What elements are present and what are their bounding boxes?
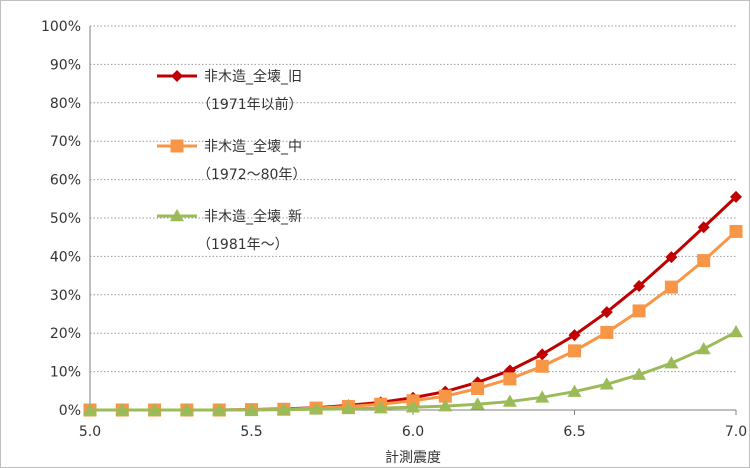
y-tick-label: 20% (50, 326, 81, 342)
y-tick-label: 70% (50, 134, 81, 150)
data-point (536, 348, 549, 361)
data-point (276, 402, 291, 415)
y-tick-label: 100% (41, 19, 81, 35)
x-tick-labels: 5.0 5.5 6.0 6.5 7.0 (79, 424, 747, 440)
y-tick-label: 60% (50, 173, 81, 189)
y-tick-label: 80% (50, 96, 81, 112)
x-tick-label: 5.0 (79, 424, 101, 440)
data-point (697, 254, 711, 268)
series-group (83, 190, 743, 417)
data-point (729, 224, 743, 238)
legend-item-2: 非木造_全壊_中 （1972～80年） (157, 138, 306, 183)
data-point (502, 394, 517, 407)
data-point (633, 279, 646, 292)
data-point (664, 356, 679, 369)
y-tick-label: 10% (50, 365, 81, 381)
data-point (147, 403, 162, 416)
legend-label-sub: （1981年～） (197, 237, 289, 253)
y-tick-label: 30% (50, 288, 81, 304)
y-tick-labels: 0% 10% 20% 30% 40% 50% 60% 70% 80% 90% 100% (41, 19, 81, 419)
x-tick-label: 5.5 (240, 424, 262, 440)
legend-item-3: 非木造_全壊_新 （1981年～） (157, 208, 302, 253)
axes (89, 26, 737, 415)
legend-marker (171, 70, 183, 82)
data-point (115, 403, 130, 416)
data-point (567, 384, 582, 397)
legend-label-sub: （1971年以前） (197, 96, 303, 113)
x-tick-label: 6.5 (563, 424, 585, 440)
data-point (309, 402, 324, 415)
legend-item-1: 非木造_全壊_旧 （1971年以前） (157, 68, 303, 113)
data-point (730, 190, 742, 203)
data-point (438, 399, 453, 412)
data-point (599, 377, 614, 390)
y-tick-label: 50% (50, 211, 81, 227)
data-point (212, 403, 227, 416)
legend-marker (170, 139, 184, 153)
series-2 (83, 224, 743, 417)
data-point (83, 403, 97, 416)
y-tick-label: 90% (50, 57, 81, 73)
series-1 (84, 190, 742, 416)
data-point (244, 403, 259, 416)
data-point (632, 367, 647, 380)
data-point (696, 341, 711, 355)
data-point (632, 304, 646, 318)
data-point (568, 344, 581, 358)
x-tick-label: 6.0 (402, 424, 424, 440)
legend-label: 非木造_全壊_旧 (204, 68, 302, 85)
data-point (179, 403, 194, 416)
data-point (503, 372, 517, 386)
data-point (600, 325, 614, 339)
gridlines (90, 25, 736, 373)
y-tick-label: 0% (59, 403, 81, 419)
legend-label-sub: （1972～80年） (197, 167, 306, 183)
legend: 非木造_全壊_旧（1971年以前）非木造_全壊_中（1972～80年）非木造_全… (157, 68, 306, 253)
x-axis-label: 計測震度 (385, 450, 441, 466)
data-point (438, 389, 452, 403)
data-point (600, 306, 613, 319)
y-tick-label: 40% (50, 249, 81, 265)
legend-label: 非木造_全壊_中 (204, 138, 302, 155)
data-point (664, 280, 678, 294)
legend-marker (170, 209, 184, 222)
legend-label: 非木造_全壊_新 (204, 208, 302, 225)
data-point (406, 400, 420, 413)
data-point (341, 401, 356, 415)
data-point (665, 251, 678, 264)
data-point (697, 221, 710, 234)
data-point (471, 381, 485, 395)
data-point (729, 325, 743, 338)
x-tick-label: 7.0 (725, 424, 747, 440)
data-point (535, 390, 550, 403)
data-point (535, 359, 549, 373)
series-3 (83, 325, 743, 416)
series-line (90, 230, 738, 412)
data-point (470, 397, 485, 410)
data-point (373, 401, 388, 414)
data-point (568, 329, 581, 342)
